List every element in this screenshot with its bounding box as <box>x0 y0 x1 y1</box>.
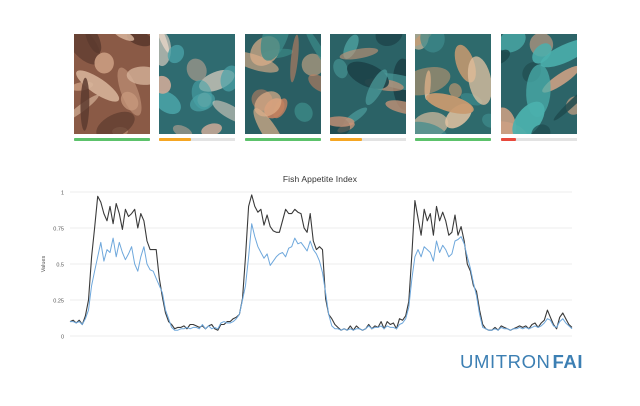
appetite-level-bar <box>415 138 491 141</box>
y-tick-label: 0 <box>61 335 64 341</box>
fish-camera-thumbnail[interactable] <box>74 34 150 134</box>
fish-appetite-chart: Fish Appetite Index 0 0.25 0.5 0.75 1 Values <box>0 168 640 348</box>
appetite-level-track <box>159 138 235 141</box>
appetite-level-track <box>501 138 577 141</box>
y-tick-label: 0.25 <box>53 299 64 305</box>
fish-camera-thumbnail[interactable] <box>159 34 235 134</box>
series-line-dark <box>69 194 573 331</box>
fish-camera-thumbnail[interactable] <box>245 34 321 134</box>
fish-camera-thumbnail[interactable] <box>501 34 577 134</box>
y-tick-label: 0.75 <box>53 227 64 233</box>
y-tick-label: 0.5 <box>56 263 64 269</box>
fish-camera-thumbnail[interactable] <box>415 34 491 134</box>
fish-image <box>330 34 406 134</box>
fish-image <box>245 34 321 134</box>
chart-plot-area: 0 0.25 0.5 0.75 1 Values <box>41 191 573 341</box>
fish-camera-thumbnail[interactable] <box>330 34 406 134</box>
fish-image <box>501 34 577 134</box>
y-tick-label: 1 <box>61 191 64 197</box>
chart-title: Fish Appetite Index <box>282 174 358 184</box>
fish-camera-thumbnail-row <box>74 34 578 144</box>
fish-image <box>74 34 150 134</box>
appetite-level-bar <box>74 138 150 141</box>
appetite-level-bar <box>245 138 321 141</box>
series-line-blue <box>70 223 573 331</box>
fish-image <box>159 34 235 134</box>
appetite-level-bar <box>501 138 517 141</box>
umitron-fai-logo: UMITRON FAI <box>460 351 583 373</box>
brand-product: FAI <box>552 351 584 372</box>
appetite-level-bar <box>330 138 362 141</box>
appetite-level-bar <box>159 138 191 141</box>
y-axis-label: Values <box>41 256 47 273</box>
appetite-level-track <box>330 138 406 141</box>
brand-name: UMITRON <box>460 351 551 372</box>
fish-image <box>415 34 491 134</box>
